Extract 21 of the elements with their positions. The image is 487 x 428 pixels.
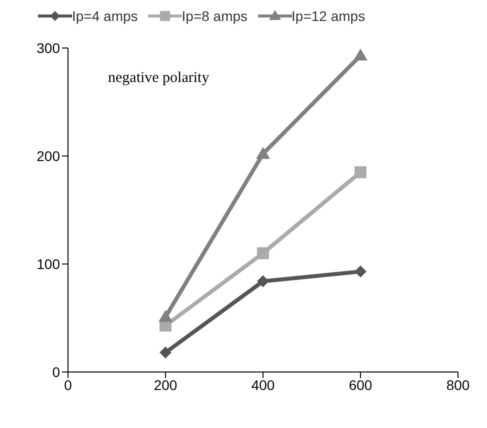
x-tick-label: 200 (154, 376, 178, 393)
annotation: negative polarity (108, 70, 210, 87)
y-tick-label: 100 (36, 256, 60, 272)
x-tick-label: 600 (348, 376, 372, 393)
point (257, 247, 269, 260)
point (256, 146, 270, 159)
x-tick-label: 800 (446, 376, 470, 393)
point (354, 166, 366, 178)
x-tick-label: 400 (251, 376, 275, 393)
legend-label: Ip=12 amps (292, 8, 366, 24)
y-tick-label: 0 (52, 364, 60, 380)
point (354, 48, 368, 61)
x-tick-label: 0 (64, 376, 72, 393)
point (158, 310, 172, 322)
point (257, 275, 269, 288)
point (354, 266, 366, 278)
legend-label: Ip=8 amps (182, 8, 248, 24)
legend-label: Ip=4 amps (72, 8, 138, 24)
y-tick-label: 200 (36, 148, 60, 164)
point (160, 346, 172, 359)
y-tick-label: 300 (36, 40, 60, 56)
